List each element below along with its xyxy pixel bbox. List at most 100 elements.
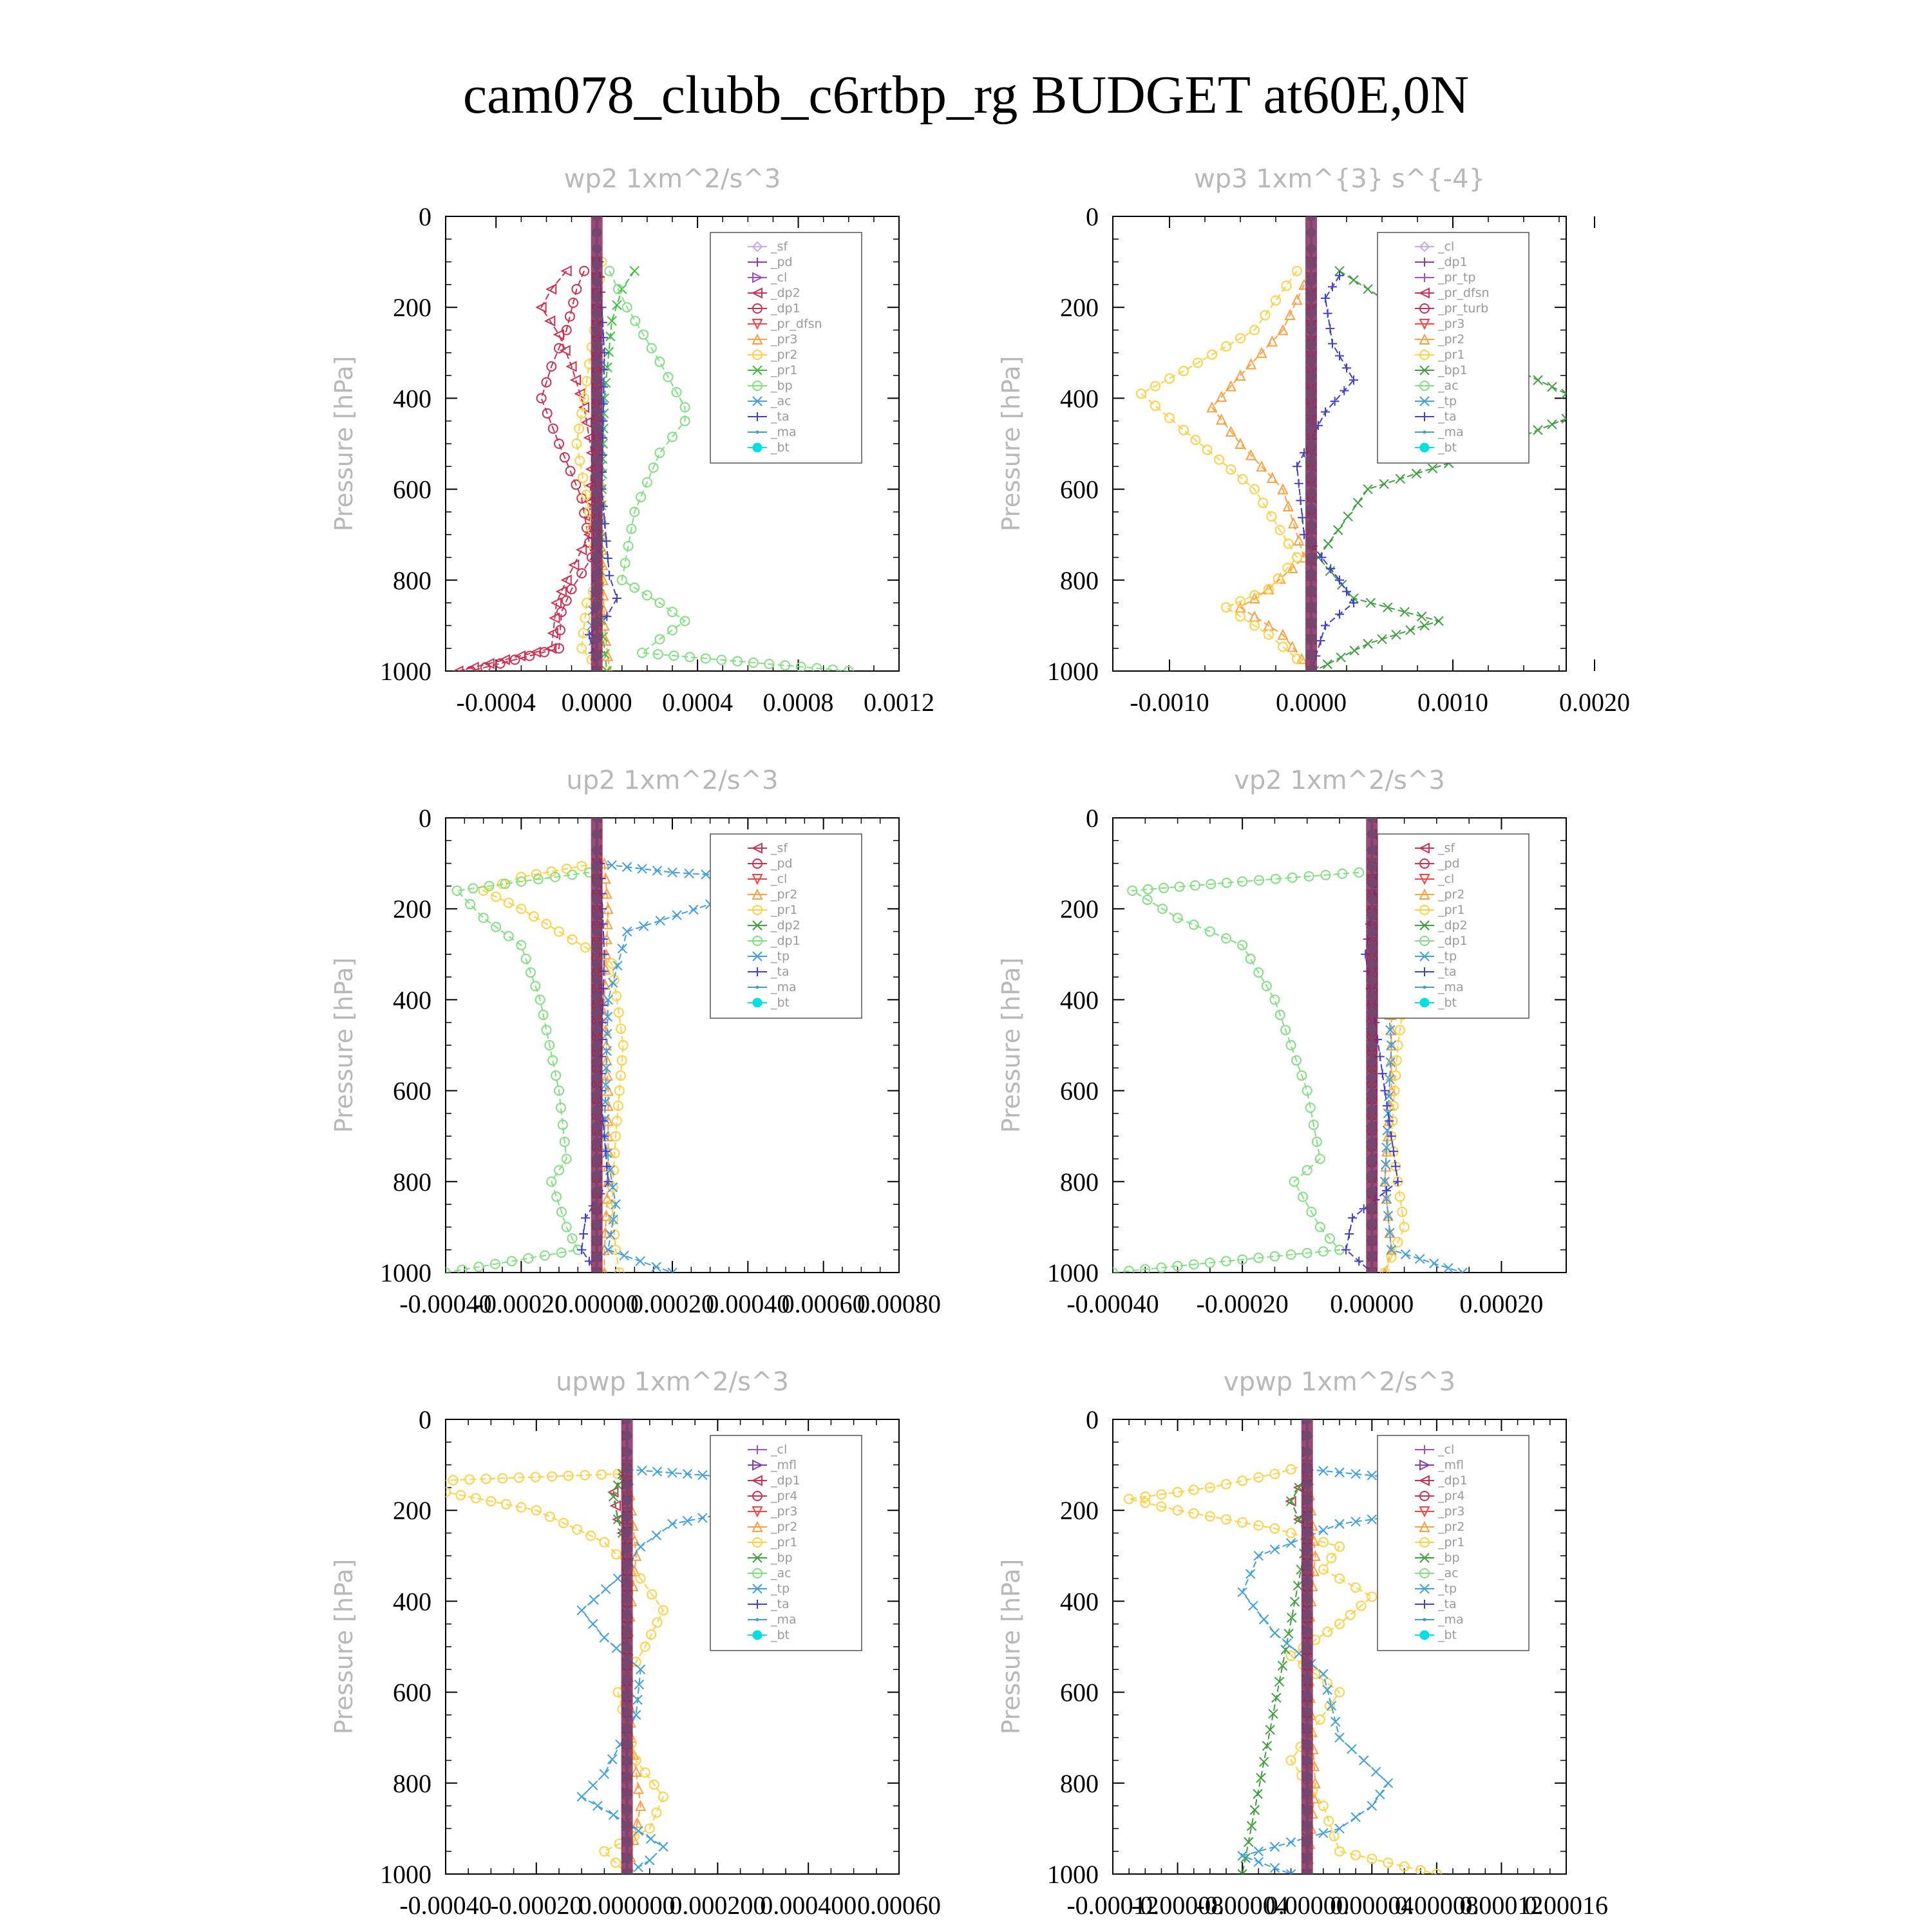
data-point [1172,913,1183,923]
zero-budget-band [1305,216,1317,671]
data-point [1283,538,1294,549]
legend-label: _dp1 [770,934,800,948]
legend-marker [753,258,762,267]
data-point [646,343,657,354]
data-point [1349,375,1358,385]
data-point [1318,1801,1329,1812]
data-point [632,1694,643,1705]
x-tick-label: -0.00012 [1066,1891,1159,1920]
legend-label: _pr1 [770,363,797,377]
legend-entry: _ta [748,410,790,424]
data-point [1142,895,1153,905]
data-point [668,650,679,661]
data-point [579,507,590,518]
x-tick-label: 0.000200 [669,1891,766,1920]
data-point [1330,397,1340,406]
legend-label: _bt [1437,1628,1457,1642]
data-point [599,1846,610,1857]
data-point [1249,620,1260,631]
x-tick-label: 0.0000 [1276,688,1347,717]
data-point [601,1046,612,1056]
data-point [554,643,564,654]
data-point [1156,1489,1167,1500]
data-point [1385,1024,1397,1036]
data-point [480,662,491,671]
legend-box [1377,833,1530,1019]
legend-label: _cl [770,270,787,285]
data-point [1375,1789,1385,1800]
data-point [682,1469,693,1479]
legend-marker [752,365,762,375]
data-point [1204,1257,1215,1268]
data-point [1285,1249,1296,1260]
series-dp1 [466,265,597,671]
legend-entry: _ac [748,1566,791,1580]
legend-label: _pr_turb [1437,301,1488,316]
data-point [701,869,711,880]
data-point [1156,1501,1167,1512]
data-point [547,423,558,434]
data-point [612,1101,623,1112]
data-point [1399,607,1410,617]
data-point [565,361,577,372]
series-line [1242,1473,1308,1874]
data-point [535,301,547,313]
data-point [1334,1687,1345,1698]
data-point [1142,884,1153,895]
legend-marker [1419,396,1430,406]
legend-entry: _pr4 [748,1489,797,1503]
data-point [700,653,711,664]
data-point [1306,1206,1317,1217]
data-point [1188,1508,1199,1519]
data-point [641,477,652,488]
data-point [554,1165,564,1176]
legend-marker [752,888,763,900]
legend-marker [751,1475,762,1486]
data-point [1311,1137,1322,1148]
legend-label: _tp [770,1582,790,1596]
data-point [1274,1676,1285,1687]
plot-area [452,216,854,671]
data-point [1382,1101,1392,1111]
data-point [684,868,694,878]
legend-marker [752,858,762,869]
data-point [464,1474,475,1485]
legend-marker [1419,998,1430,1008]
data-point [526,967,536,978]
data-point [1405,625,1416,636]
data-point [603,553,612,563]
legend-label: _pr1 [770,1535,797,1549]
legend-entry: _dp1 [748,1473,800,1488]
data-point [564,311,575,322]
legend-marker [1419,1568,1430,1578]
data-point [550,597,562,609]
data-point [1253,1857,1264,1867]
legend-marker [751,842,762,854]
data-point [1356,1600,1367,1611]
data-point [601,1146,611,1156]
legend-marker [1419,365,1430,375]
data-point [608,1492,619,1502]
data-point [1322,1627,1333,1638]
data-point [1342,587,1351,596]
data-point [1334,1519,1345,1530]
data-point [658,1791,668,1802]
data-point [652,649,663,659]
data-point [1576,396,1585,405]
data-point [571,439,582,449]
legend-marker [1419,319,1430,330]
legend-marker [1423,1618,1426,1622]
data-point [455,1490,466,1501]
data-point [1266,471,1278,483]
data-point [1249,592,1260,604]
legend-label: _bt [1437,440,1457,455]
data-point [1318,1525,1329,1535]
data-point [1140,1264,1151,1273]
legend-entry: _dp2 [1415,918,1468,933]
y-tick-label: 200 [1060,895,1099,923]
data-point [614,1267,625,1273]
x-tick-label: -0.00040 [399,1289,491,1318]
data-point [616,574,627,585]
data-point [561,595,572,606]
data-point [1285,1495,1296,1507]
